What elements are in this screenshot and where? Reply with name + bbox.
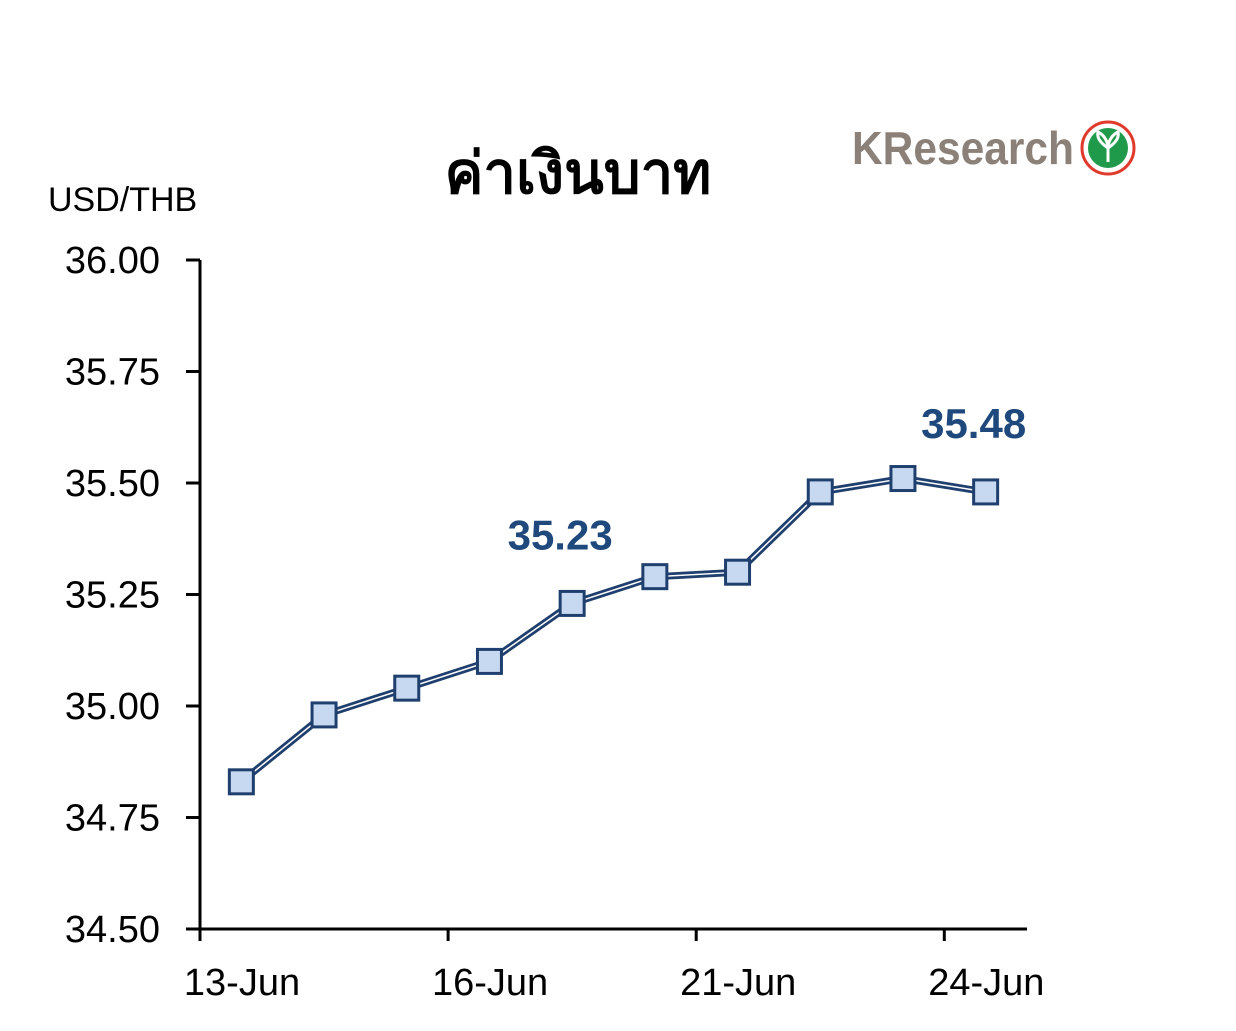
y-ticks: 36.00 35.75 35.50 35.25 35.00 34.75 34.50 [65,240,200,951]
chart-title: ค่าเงินบาท [445,139,712,207]
data-point [724,558,752,586]
x-tick-label: 13-Jun [184,962,300,1004]
x-tick-label: 24-Jun [928,962,1044,1004]
y-tick-label: 34.75 [65,798,160,840]
data-point [558,589,586,617]
data-point [889,465,917,493]
data-point [310,701,338,729]
y-tick-label: 35.00 [65,686,160,728]
data-label: 35.23 [508,511,613,558]
x-tick-label: 16-Jun [432,962,548,1004]
y-tick-label: 35.50 [65,463,160,505]
data-point [227,768,255,796]
data-label: 35.48 [921,400,1026,447]
data-point [393,674,421,702]
kresearch-logo: KResearch [852,120,1136,176]
data-point [806,478,834,506]
y-tick-label: 34.50 [65,909,160,951]
y-tick-label: 35.25 [65,575,160,617]
series-line-highlight [240,477,986,783]
series-line [239,475,987,785]
series [227,465,1000,796]
y-tick-label: 36.00 [65,240,160,282]
x-tick-label: 21-Jun [680,962,796,1004]
data-labels: 35.23 35.48 [508,400,1027,558]
x-ticks: 13-Jun 16-Jun 21-Jun 24-Jun [184,929,1044,1004]
y-tick-label: 35.75 [65,352,160,394]
logo-text: KResearch [852,122,1074,174]
data-point [972,478,1000,506]
data-point [641,563,669,591]
kasikorn-leaf-icon [1080,120,1136,176]
axes [198,260,1027,931]
y-unit-label: USD/THB [48,181,197,219]
data-point [475,647,503,675]
